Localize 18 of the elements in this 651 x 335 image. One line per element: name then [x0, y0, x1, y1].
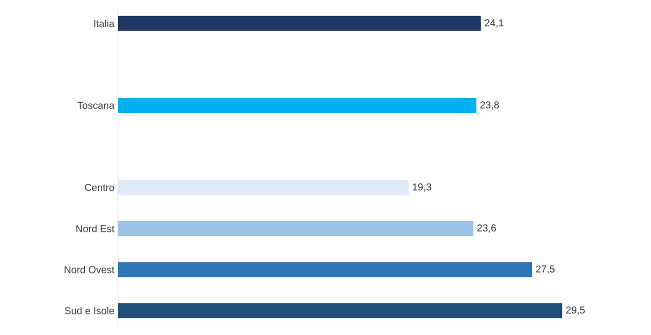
data-label: 24,1	[484, 19, 504, 28]
data-label: 27,5	[536, 265, 555, 274]
bar	[118, 16, 481, 31]
bar	[118, 98, 476, 113]
bar	[118, 180, 409, 196]
y-tick-label: Toscana	[77, 102, 114, 109]
y-tick-label: Centro	[84, 184, 114, 192]
y-tick-label: Nord Ovest	[64, 266, 114, 274]
y-tick-label: Nord Est	[76, 224, 114, 232]
data-label: 19,3	[412, 183, 432, 192]
data-label: 23,8	[480, 101, 499, 110]
data-label: 23,6	[477, 224, 496, 233]
bar	[118, 262, 532, 278]
y-tick-label: Italia	[94, 20, 114, 28]
y-tick-label: Sud e Isole	[64, 306, 114, 314]
bar	[118, 303, 562, 318]
data-label: 29,5	[566, 306, 585, 315]
bar	[118, 221, 474, 236]
